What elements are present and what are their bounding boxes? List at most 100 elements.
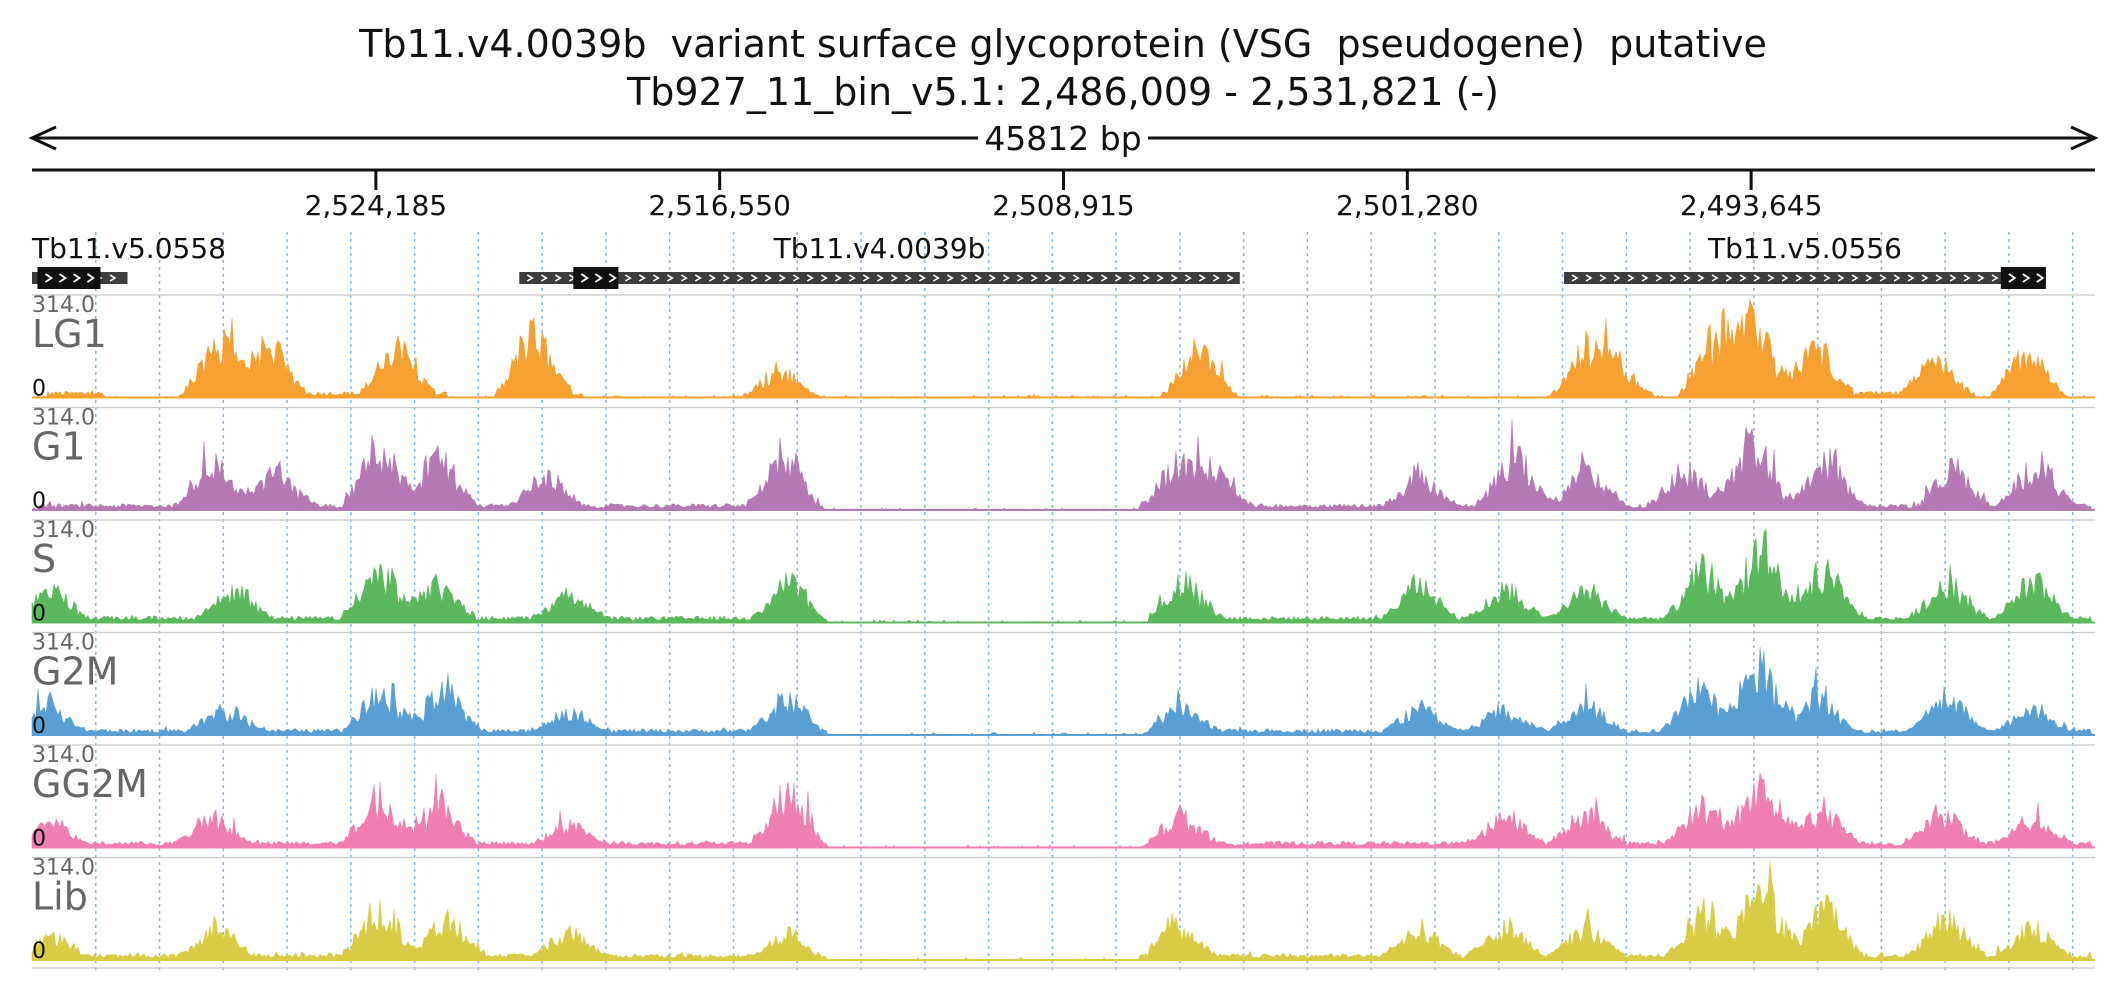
gene-strand-chevron bbox=[1781, 274, 1789, 282]
coverage-area-G1 bbox=[31, 419, 2095, 511]
span-arrow-left bbox=[28, 125, 57, 151]
cds-strand-chevron bbox=[2022, 273, 2031, 283]
coverage-tracks: 314.0LG10314.0G10314.0S0314.0G2M0314.0GG… bbox=[31, 293, 2095, 969]
gene-strand-chevron bbox=[1002, 274, 1010, 282]
gene-strand-chevron bbox=[1893, 274, 1901, 282]
gene-strand-chevron bbox=[750, 274, 758, 282]
gene-strand-chevron bbox=[1711, 274, 1719, 282]
gene-strand-chevron bbox=[1156, 274, 1164, 282]
track-ymax-label: 314.0 bbox=[32, 406, 95, 431]
gene-strand-chevron bbox=[918, 274, 926, 282]
axis-tick-label: 2,508,915 bbox=[992, 189, 1135, 222]
gene-strand-chevron bbox=[988, 274, 996, 282]
gene-strand-chevron bbox=[554, 274, 562, 282]
gene-strand-chevron bbox=[1949, 274, 1957, 282]
gene-strand-chevron bbox=[1585, 274, 1593, 282]
coverage-area-Lib bbox=[31, 861, 2095, 961]
gene-strand-chevron bbox=[820, 274, 828, 282]
gene-strand-chevron bbox=[736, 274, 744, 282]
gene-strand-chevron bbox=[638, 274, 646, 282]
gene-strand-chevron bbox=[109, 274, 117, 282]
gene-strand-chevron bbox=[680, 274, 688, 282]
gene-strand-chevron bbox=[1823, 274, 1831, 282]
gene-strand-chevron bbox=[526, 274, 534, 282]
track-ymin-label: 0 bbox=[32, 939, 46, 964]
gene-strand-chevron bbox=[1641, 274, 1649, 282]
gene-strand-chevron bbox=[834, 274, 842, 282]
figure-title: Tb11.v4.0039b variant surface glycoprote… bbox=[359, 22, 1767, 66]
gene-strand-chevron bbox=[1809, 274, 1817, 282]
gene-strand-chevron bbox=[764, 274, 772, 282]
gene-strand-chevron bbox=[652, 274, 660, 282]
track-name: LG1 bbox=[32, 312, 107, 356]
gene-strand-chevron bbox=[974, 274, 982, 282]
cds-strand-chevron bbox=[2036, 273, 2045, 283]
axis-tick-label: 2,501,280 bbox=[1336, 189, 1479, 222]
gene-strand-chevron bbox=[946, 274, 954, 282]
cds-strand-chevron bbox=[608, 273, 617, 283]
gene-strand-chevron bbox=[1072, 274, 1080, 282]
axis-tick-label: 2,516,550 bbox=[648, 189, 791, 222]
gene-strand-chevron bbox=[1991, 274, 1999, 282]
gene-label: Tb11.v4.0039b bbox=[773, 232, 986, 265]
coverage-area-G2M bbox=[31, 646, 2095, 736]
track-ymax-label: 314.0 bbox=[32, 631, 95, 656]
gene-strand-chevron bbox=[778, 274, 786, 282]
gene-strand-chevron bbox=[1044, 274, 1052, 282]
track-ymin-label: 0 bbox=[32, 714, 46, 739]
gene-strand-chevron bbox=[1030, 274, 1038, 282]
gene-strand-chevron bbox=[1795, 274, 1803, 282]
gene-strand-chevron bbox=[1114, 274, 1122, 282]
gene-strand-chevron bbox=[1184, 274, 1192, 282]
gene-body bbox=[519, 272, 1240, 284]
gene-cds bbox=[37, 267, 101, 289]
track-ymax-label: 314.0 bbox=[32, 743, 95, 768]
gene-strand-chevron bbox=[1837, 274, 1845, 282]
figure-subtitle: Tb927_11_bin_v5.1: 2,486,009 - 2,531,821… bbox=[627, 70, 1499, 114]
gene-strand-chevron bbox=[1655, 274, 1663, 282]
gene-strand-chevron bbox=[1198, 274, 1206, 282]
gene-strand-chevron bbox=[960, 274, 968, 282]
cds-strand-chevron bbox=[86, 273, 96, 283]
cds-strand-chevron bbox=[44, 273, 54, 283]
axis-tick-label: 2,493,645 bbox=[1680, 189, 1823, 222]
coverage-area-GG2M bbox=[31, 773, 2095, 848]
gene-strand-chevron bbox=[1128, 274, 1136, 282]
gene-strand-chevron bbox=[1627, 274, 1635, 282]
gene-strand-chevron bbox=[1907, 274, 1915, 282]
gene-cds bbox=[573, 267, 619, 289]
gene-strand-chevron bbox=[1571, 274, 1579, 282]
gene-strand-chevron bbox=[806, 274, 814, 282]
gene-strand-chevron bbox=[1879, 274, 1887, 282]
gene-strand-chevron bbox=[1142, 274, 1150, 282]
gene-strand-chevron bbox=[1697, 274, 1705, 282]
gene-strand-chevron bbox=[1851, 274, 1859, 282]
gene-cds bbox=[2000, 267, 2046, 289]
coverage-area-S bbox=[31, 528, 2095, 623]
track-name: S bbox=[32, 537, 56, 581]
gene-strand-chevron bbox=[1613, 274, 1621, 282]
gene-strand-chevron bbox=[1739, 274, 1747, 282]
track-name: G2M bbox=[32, 650, 118, 694]
cds-strand-chevron bbox=[594, 273, 603, 283]
track-ymax-label: 314.0 bbox=[32, 293, 95, 318]
gene-strand-chevron bbox=[694, 274, 702, 282]
track-ymin-label: 0 bbox=[32, 602, 46, 627]
cds-strand-chevron bbox=[72, 273, 82, 283]
gene-strand-chevron bbox=[848, 274, 856, 282]
coverage-area-LG1 bbox=[32, 299, 2095, 399]
cds-strand-chevron bbox=[2008, 273, 2017, 283]
gene-strand-chevron bbox=[1226, 274, 1234, 282]
gene-strand-chevron bbox=[792, 274, 800, 282]
track-ymin-label: 0 bbox=[32, 377, 46, 402]
track-name: G1 bbox=[32, 425, 86, 469]
gene-strand-chevron bbox=[1977, 274, 1985, 282]
gene-strand-chevron bbox=[666, 274, 674, 282]
gene-strand-chevron bbox=[1599, 274, 1607, 282]
gene-strand-chevron bbox=[708, 274, 716, 282]
cds-strand-chevron bbox=[58, 273, 68, 283]
